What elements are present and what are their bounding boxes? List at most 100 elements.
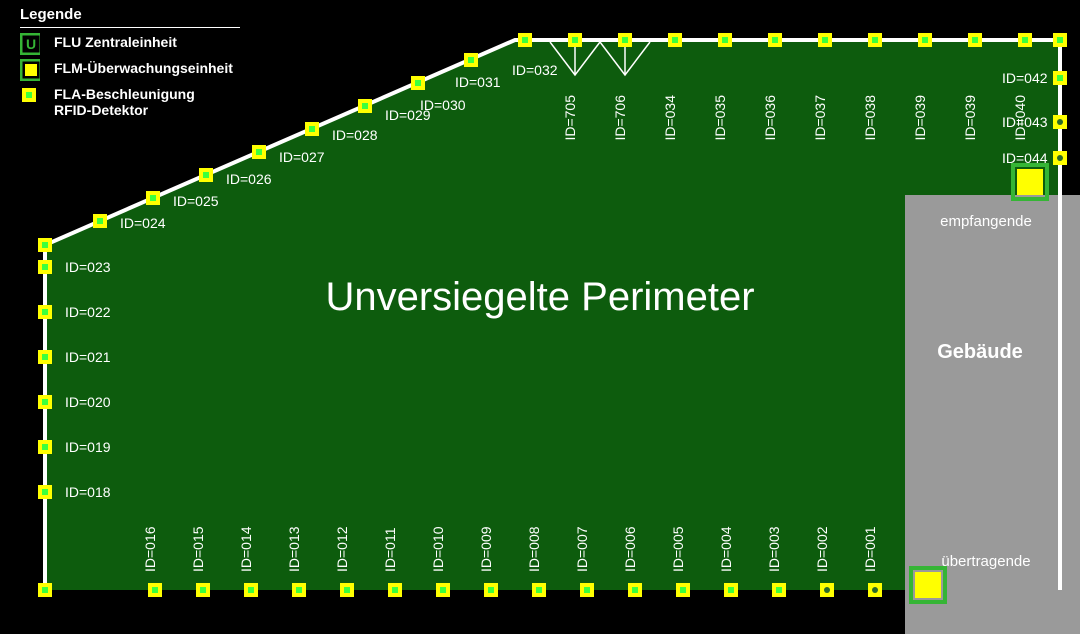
detector-inner — [522, 37, 528, 43]
detector-inner — [42, 242, 48, 248]
detector-inner — [776, 587, 782, 593]
detector-inner — [362, 103, 368, 109]
legend-item-fla: FLA-Beschleunigung RFID-Detektor — [20, 86, 240, 118]
detector-label: ID=001 — [862, 526, 878, 572]
detector-inner — [922, 37, 928, 43]
building-bottom-label: übertragende — [941, 553, 1030, 570]
detector-label: ID=006 — [622, 526, 638, 572]
detector-inner — [344, 587, 350, 593]
detector-label: ID=706 — [612, 95, 628, 141]
detector-inner — [150, 195, 156, 201]
legend-label: FLM-Überwachungseinheit — [54, 60, 233, 76]
detector-inner — [296, 587, 302, 593]
detector-inner — [97, 218, 103, 224]
monitor-unit-fill — [915, 572, 941, 598]
detector-inner — [584, 587, 590, 593]
detector-inner — [200, 587, 206, 593]
diagram-title: Unversiegelte Perimeter — [325, 275, 754, 319]
detector-label: ID=037 — [812, 95, 828, 141]
detector-inner — [42, 444, 48, 450]
detector-inner — [440, 587, 446, 593]
legend-label: FLU Zentraleinheit — [54, 34, 177, 50]
detector-inner — [728, 587, 734, 593]
detector-label: ID=039 — [962, 95, 978, 141]
detector-inner — [680, 587, 686, 593]
detector-label: ID=705 — [562, 95, 578, 141]
detector-inner — [536, 587, 542, 593]
detector-dot — [824, 587, 830, 593]
detector-label: ID=012 — [334, 526, 350, 572]
detector-inner — [622, 37, 628, 43]
detector-label: ID=027 — [279, 149, 325, 165]
legend-label: FLA-Beschleunigung RFID-Detektor — [54, 86, 195, 118]
detector-label: ID=028 — [332, 127, 378, 143]
detector-inner — [572, 37, 578, 43]
detector-label: ID=016 — [142, 526, 158, 572]
detector-inner — [42, 587, 48, 593]
detector-label: ID=035 — [712, 95, 728, 141]
detector-inner — [309, 126, 315, 132]
building-top-label: empfangende — [940, 213, 1032, 230]
detector-dot — [872, 587, 878, 593]
detector-label: ID=014 — [238, 526, 254, 572]
detector-inner — [722, 37, 728, 43]
detector-inner — [42, 354, 48, 360]
detector-inner — [872, 37, 878, 43]
detector-label: ID=018 — [65, 484, 111, 500]
detector-label: ID=043 — [1002, 114, 1048, 130]
legend-title: Legende — [20, 6, 240, 28]
legend-item-flm: FLM-Überwachungseinheit — [20, 60, 240, 80]
detector-label: ID=019 — [65, 439, 111, 455]
detector-dot — [1057, 155, 1063, 161]
detector-label: ID=038 — [862, 95, 878, 141]
detector-label: ID=021 — [65, 349, 111, 365]
flu-icon: U — [20, 34, 40, 54]
detector-inner — [822, 37, 828, 43]
detector-inner — [972, 37, 978, 43]
building-label: Gebäude — [937, 341, 1023, 363]
detector-label: ID=032 — [512, 62, 558, 78]
legend-item-flu: U FLU Zentraleinheit — [20, 34, 240, 54]
detector-inner — [772, 37, 778, 43]
detector-inner — [672, 37, 678, 43]
detector-label: ID=036 — [762, 95, 778, 141]
detector-label: ID=030 — [420, 97, 466, 113]
detector-label: ID=008 — [526, 526, 542, 572]
detector-label: ID=013 — [286, 526, 302, 572]
detector-inner — [256, 149, 262, 155]
detector-label: ID=031 — [455, 74, 501, 90]
detector-label: ID=023 — [65, 259, 111, 275]
detector-label: ID=005 — [670, 526, 686, 572]
detector-label: ID=026 — [226, 171, 272, 187]
monitor-unit-fill — [1017, 169, 1043, 195]
detector-label: ID=002 — [814, 526, 830, 572]
detector-label: ID=039 — [912, 95, 928, 141]
detector-inner — [392, 587, 398, 593]
detector-inner — [42, 489, 48, 495]
detector-label: ID=034 — [662, 95, 678, 141]
detector-label: ID=042 — [1002, 70, 1048, 86]
detector-inner — [468, 57, 474, 63]
detector-dot — [1057, 119, 1063, 125]
detector-label: ID=004 — [718, 526, 734, 572]
detector-label: ID=009 — [478, 526, 494, 572]
detector-inner — [42, 309, 48, 315]
detector-label: ID=003 — [766, 526, 782, 572]
detector-label: ID=015 — [190, 526, 206, 572]
detector-label: ID=020 — [65, 394, 111, 410]
detector-inner — [203, 172, 209, 178]
detector-inner — [1057, 75, 1063, 81]
detector-inner — [415, 80, 421, 86]
detector-inner — [152, 587, 158, 593]
detector-inner — [488, 587, 494, 593]
detector-inner — [42, 399, 48, 405]
flm-icon — [20, 60, 40, 80]
detector-inner — [248, 587, 254, 593]
svg-text:U: U — [26, 36, 36, 52]
detector-label: ID=022 — [65, 304, 111, 320]
legend: Legende U FLU Zentraleinheit FLM-Überwac… — [20, 6, 240, 124]
detector-label: ID=010 — [430, 526, 446, 572]
detector-label: ID=007 — [574, 526, 590, 572]
detector-label: ID=024 — [120, 215, 166, 231]
detector-inner — [1022, 37, 1028, 43]
